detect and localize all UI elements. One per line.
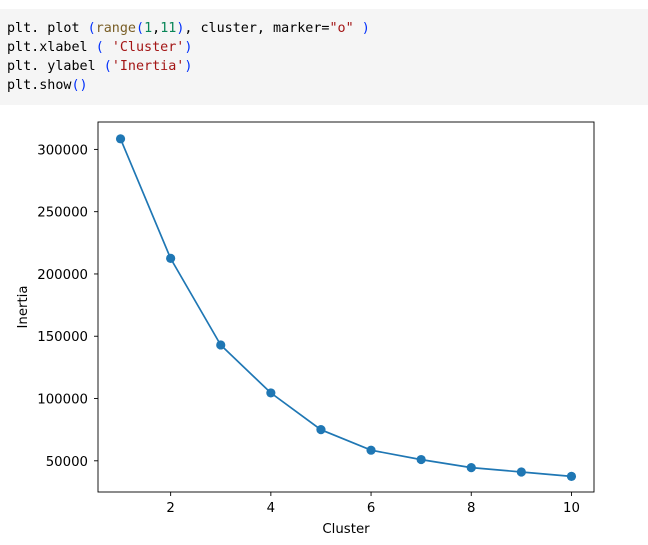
code-token	[104, 40, 112, 55]
code-token: plt.show	[7, 78, 72, 93]
series-line	[119, 138, 572, 478]
code-token: )	[184, 40, 193, 55]
y-tick-label: 100000	[37, 393, 88, 408]
axes-frame	[97, 121, 595, 493]
data-point	[366, 445, 376, 455]
data-point	[115, 134, 126, 144]
code-token: )	[361, 21, 370, 36]
x-tick-label: 10	[563, 501, 580, 516]
code-token: range	[95, 21, 136, 36]
x-tick-label: 2	[166, 501, 174, 516]
y-tick-label: 200000	[37, 268, 88, 283]
code-token: plt. plot	[7, 21, 88, 36]
code-token: )	[176, 21, 185, 36]
data-point	[166, 253, 176, 263]
y-axis-label: Inertia	[16, 285, 31, 328]
code-line: plt. ylabel ('Inertia')	[7, 57, 192, 76]
code-token: 1	[144, 21, 153, 36]
y-tick-label: 150000	[37, 330, 88, 345]
cell-output: 2 4 6 8 10 50000 100000 150000 200000 250000 30000…	[0, 112, 648, 541]
code-line: plt.xlabel ( 'Cluster')	[7, 38, 192, 57]
code-token: )	[184, 59, 193, 74]
code-token: (	[87, 21, 96, 36]
elbow-line-chart: 2 4 6 8 10 50000 100000 150000 200000 250000 30000…	[16, 121, 595, 537]
code-token: (	[136, 21, 145, 36]
y-tick-label: 50000	[46, 455, 88, 470]
data-point	[566, 471, 577, 481]
data-point	[466, 463, 476, 473]
x-tick-label: 4	[267, 501, 275, 516]
code-token: plt.xlabel	[7, 40, 96, 55]
code-token: , cluster, marker=	[184, 21, 330, 36]
code-token: (	[95, 40, 104, 55]
code-cell[interactable]: plt. plot (range(1,11), cluster, marker=…	[0, 9, 648, 105]
code-token: (	[103, 59, 112, 74]
code-token: 'Inertia'	[111, 59, 185, 74]
code-line: plt. plot (range(1,11), cluster, marker=…	[7, 19, 370, 38]
code-token	[354, 21, 362, 36]
code-token: ,	[152, 21, 161, 36]
data-point	[416, 454, 426, 465]
plot-area	[98, 122, 594, 492]
x-axis-label: Cluster	[322, 522, 370, 537]
data-point	[216, 340, 226, 350]
code-token: "o"	[329, 21, 354, 36]
data-point	[516, 467, 526, 477]
code-token: plt. ylabel	[7, 59, 104, 74]
code-token: 11	[160, 21, 177, 36]
code-line: plt.show()	[7, 76, 88, 95]
code-token: ()	[71, 78, 88, 93]
code-token: 'Cluster'	[111, 40, 185, 55]
x-tick-label: 8	[467, 501, 475, 516]
y-tick-label: 250000	[37, 206, 88, 221]
y-tick-label: 300000	[37, 143, 88, 158]
x-tick-label: 6	[367, 501, 375, 516]
data-point	[316, 425, 326, 435]
data-point	[266, 388, 276, 398]
